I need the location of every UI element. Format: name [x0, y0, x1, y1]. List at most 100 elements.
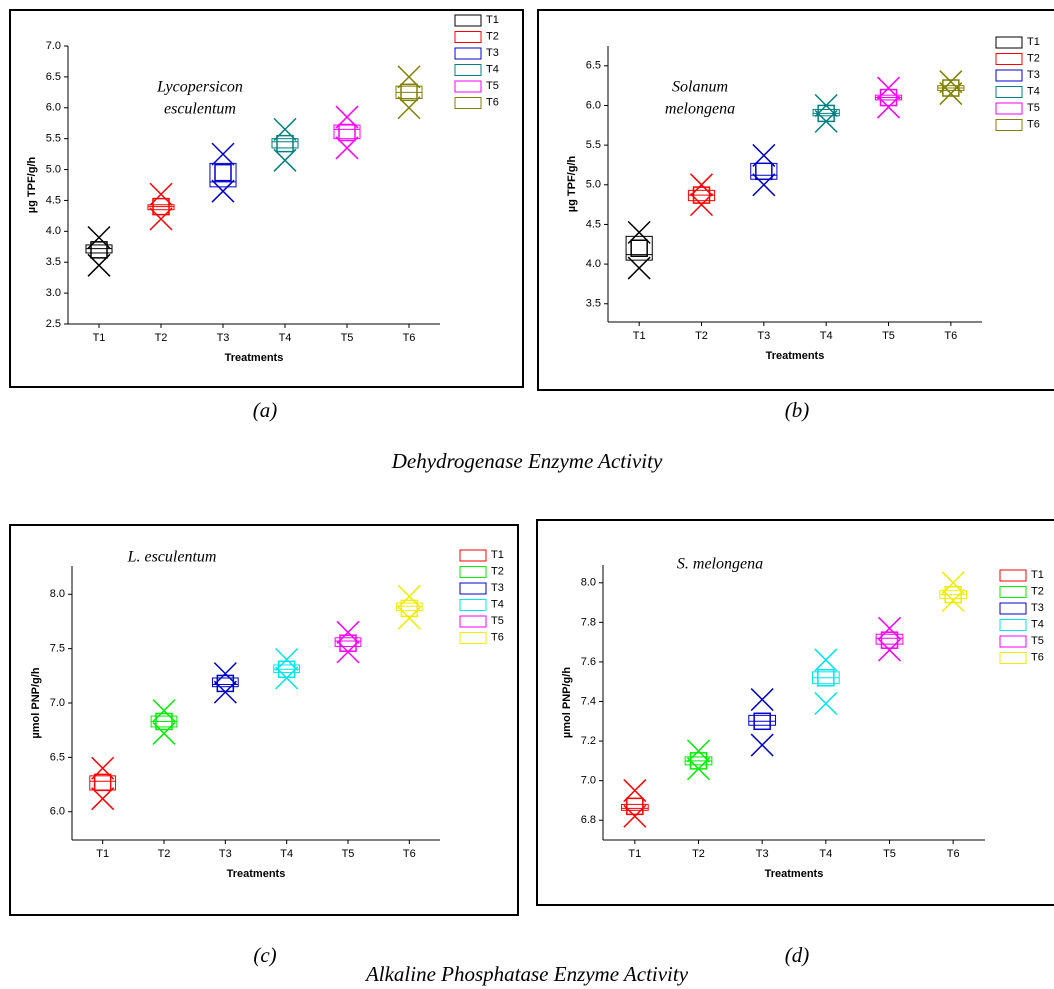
- box-group: [333, 105, 361, 160]
- box: [334, 637, 362, 647]
- legend-swatch: [459, 632, 487, 644]
- legend-label: T4: [491, 598, 504, 610]
- box-group: [147, 182, 175, 231]
- y-tick-label: 3.5: [46, 256, 61, 268]
- legend-label: T1: [1027, 36, 1040, 48]
- box-group: [748, 688, 777, 757]
- y-axis-label: µmol PNP/g/h: [30, 667, 42, 738]
- panel-frame: [537, 9, 1054, 391]
- panel-frame: [9, 524, 519, 916]
- y-tick-label: 7.0: [46, 40, 61, 52]
- min-marker: [336, 640, 360, 664]
- y-tick-label: 7.4: [581, 695, 596, 707]
- min-marker: [152, 721, 176, 745]
- mean-marker: [944, 585, 962, 604]
- x-tick-label: T1: [93, 332, 106, 344]
- x-tick-label: T2: [695, 330, 708, 342]
- min-marker: [627, 256, 651, 280]
- mean-marker: [214, 163, 232, 182]
- panel-caption: (d): [785, 943, 810, 967]
- y-tick-label: 5.5: [46, 133, 61, 145]
- min-marker: [752, 173, 776, 197]
- max-marker: [939, 70, 963, 94]
- x-tick-label: T4: [820, 330, 833, 342]
- legend-swatch: [454, 64, 482, 76]
- y-tick-label: 6.0: [46, 102, 61, 114]
- legend-swatch: [995, 86, 1023, 98]
- mean-marker: [152, 197, 170, 216]
- min-marker: [273, 148, 297, 172]
- y-tick-label: 5.5: [586, 139, 601, 151]
- box-group: [85, 225, 113, 277]
- mean-marker: [879, 88, 898, 107]
- y-axis-label: µg TPF/g/h: [566, 156, 578, 213]
- y-tick-label: 7.2: [581, 735, 596, 747]
- legend-swatch: [995, 53, 1023, 65]
- min-marker: [814, 691, 838, 716]
- max-marker: [87, 225, 111, 250]
- max-marker: [397, 584, 421, 608]
- x-tick-label: T3: [219, 848, 232, 860]
- min-marker: [213, 680, 237, 704]
- box-group: [209, 142, 237, 203]
- legend-swatch: [454, 47, 482, 60]
- legend-swatch: [999, 586, 1027, 598]
- box-group: [211, 662, 239, 704]
- max-marker: [397, 65, 421, 89]
- section-title: Dehydrogenase Enzyme Activity: [391, 449, 663, 473]
- x-tick-label: T2: [692, 848, 705, 860]
- legend-swatch: [454, 97, 482, 109]
- annotation: S. melongena: [677, 556, 763, 573]
- y-tick-label: 4.0: [46, 225, 61, 237]
- max-marker: [689, 173, 714, 197]
- legend-swatch: [999, 602, 1027, 615]
- legend-label: T2: [1031, 585, 1044, 597]
- min-marker: [689, 193, 714, 217]
- legend-swatch: [454, 80, 482, 93]
- legend-label: T1: [486, 14, 499, 26]
- legend-swatch: [995, 102, 1023, 115]
- legend-swatch: [999, 635, 1027, 648]
- y-tick-label: 6.8: [581, 814, 596, 826]
- y-tick-label: 7.0: [581, 775, 596, 787]
- x-tick-label: T6: [403, 332, 416, 344]
- legend-label: T3: [1027, 69, 1040, 81]
- panel-caption: (a): [253, 398, 278, 422]
- box-group: [811, 648, 840, 716]
- box-group: [273, 647, 301, 690]
- legend-label: T4: [1027, 85, 1040, 97]
- legend-label: T1: [491, 549, 504, 561]
- x-tick-label: T3: [217, 332, 230, 344]
- box: [209, 162, 237, 188]
- max-marker: [623, 779, 647, 803]
- annotation: L. esculentum: [127, 549, 217, 566]
- y-tick-label: 4.5: [586, 218, 601, 230]
- box: [147, 204, 175, 211]
- y-tick-label: 8.0: [50, 588, 65, 600]
- min-marker: [939, 82, 963, 106]
- y-axis-label: µg TPF/g/h: [26, 157, 38, 214]
- min-marker: [211, 179, 235, 203]
- min-marker: [335, 136, 359, 160]
- mean-marker: [155, 712, 173, 731]
- legend-swatch: [459, 549, 487, 562]
- box-group: [687, 173, 716, 217]
- max-marker: [752, 143, 776, 167]
- legend-label: T2: [1027, 52, 1040, 64]
- box: [812, 108, 840, 117]
- x-tick-label: T1: [628, 848, 641, 860]
- max-marker: [91, 756, 115, 780]
- box-group: [334, 620, 362, 664]
- mean-marker: [276, 134, 294, 153]
- panel-frame: [9, 9, 524, 388]
- x-tick-label: T4: [819, 848, 832, 860]
- annotation: esculentum: [164, 101, 236, 118]
- y-tick-label: 7.6: [581, 656, 596, 668]
- max-marker: [877, 616, 902, 640]
- mean-marker: [817, 669, 835, 687]
- legend-label: T4: [486, 63, 499, 75]
- min-marker: [877, 638, 902, 662]
- y-tick-label: 5.0: [46, 163, 61, 175]
- box: [273, 664, 301, 674]
- min-marker: [91, 787, 115, 811]
